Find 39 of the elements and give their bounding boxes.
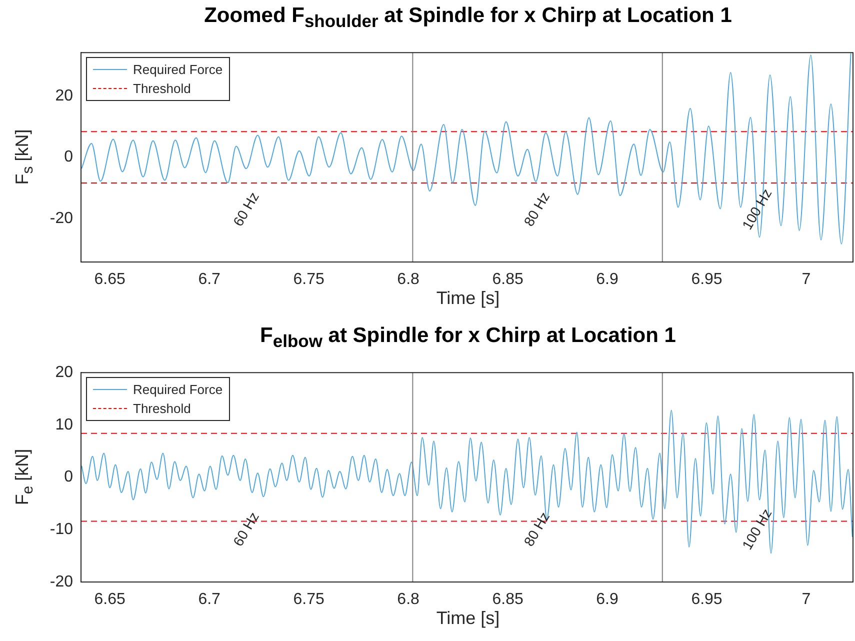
x-tick-label: 6.9 — [596, 591, 618, 608]
y-tick-label: 20 — [55, 364, 74, 382]
x-tick-label: 6.7 — [198, 591, 221, 608]
annotation: 60 Hz — [230, 509, 262, 549]
x-axis-title: Time [s] — [435, 608, 501, 629]
x-tick-label: 7 — [802, 591, 811, 608]
y-tick-label: 20 — [55, 87, 74, 104]
y-tick-label: -20 — [50, 573, 74, 590]
x-tick-label: 6.85 — [492, 271, 524, 288]
x-tick-label: 6.95 — [691, 271, 722, 288]
x-axis-title: Time [s] — [435, 288, 501, 309]
legend-label: Required Force — [133, 381, 223, 399]
x-tick-label: 6.65 — [94, 271, 126, 288]
y-tick-label: 0 — [64, 148, 74, 166]
x-tick-label: 6.75 — [293, 271, 324, 288]
x-tick-label: 6.65 — [94, 591, 126, 608]
x-tick-label: 6.8 — [397, 271, 420, 288]
legend-label: Required Force — [133, 61, 223, 79]
y-tick-label: 10 — [55, 416, 74, 434]
x-tick-label: 6.75 — [293, 591, 324, 608]
legend-label: Threshold — [133, 80, 191, 98]
y-tick-label: 0 — [64, 468, 74, 486]
annotation: 60 Hz — [230, 189, 262, 229]
y-tick-label: -10 — [50, 521, 74, 538]
annotation: 100 Hz — [738, 186, 775, 232]
x-tick-label: 6.9 — [596, 271, 618, 288]
x-tick-label: 7 — [802, 271, 811, 288]
chart-title: F$_{elbow}$ at Spindle for x Chirp at Location 1 — [259, 324, 677, 352]
annotation: 100 Hz — [738, 506, 775, 552]
annotation: 80 Hz — [520, 509, 553, 549]
x-tick-label: 6.85 — [492, 591, 524, 608]
x-tick-label: 6.7 — [198, 271, 221, 288]
line-series — [81, 52, 852, 244]
chart-title: Zoomed F$_{shoulder}$ at Spindle for x Chirp at Location 1 — [203, 4, 733, 32]
legend-label: Threshold — [133, 400, 191, 418]
x-tick-label: 6.8 — [397, 591, 420, 608]
y-tick-label: -20 — [50, 210, 74, 227]
x-tick-label: 6.95 — [691, 591, 722, 608]
annotation: 80 Hz — [520, 189, 553, 229]
